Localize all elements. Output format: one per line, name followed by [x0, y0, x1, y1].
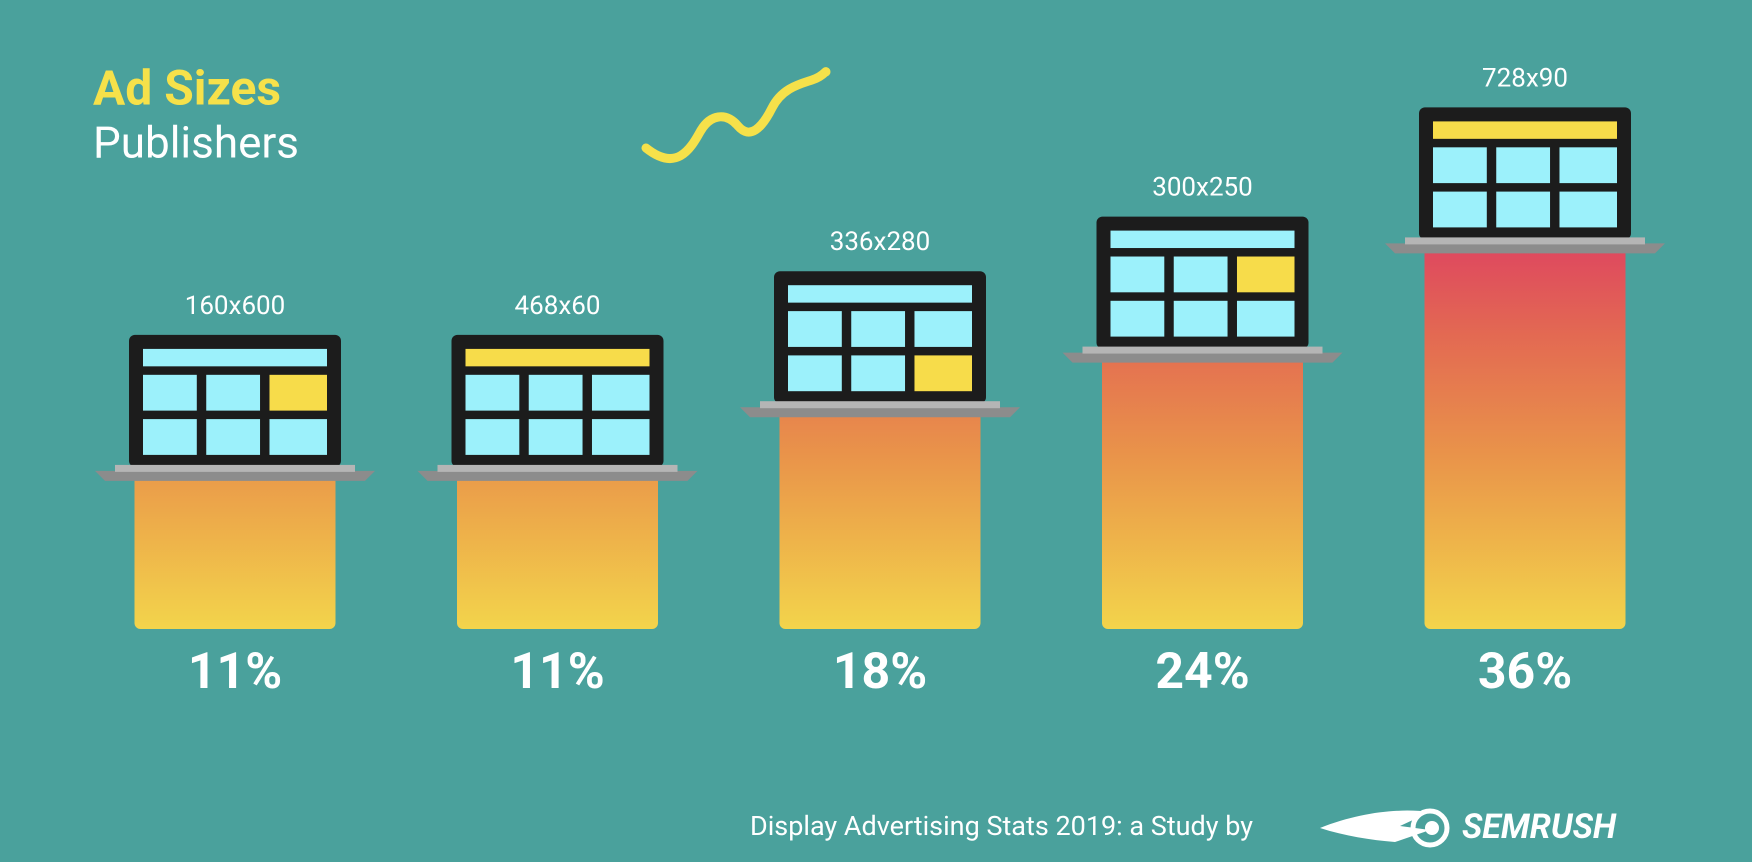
value-label: 18% [833, 643, 927, 701]
footer-text: Display Advertising Stats 2019: a Study … [750, 810, 1253, 842]
category-label: 300x250 [1152, 172, 1253, 202]
screen-panel [851, 311, 906, 347]
screen-panel [269, 374, 327, 411]
logo-circle [1410, 808, 1450, 848]
screen-panel [465, 348, 650, 367]
screen-panel [1496, 191, 1551, 228]
laptop-base [1385, 243, 1665, 254]
logo-flame [1320, 810, 1430, 842]
screen-panel [1496, 147, 1551, 184]
screen-panel [1110, 230, 1295, 249]
screen-panel [851, 355, 906, 392]
screen-panel [143, 374, 197, 411]
category-label: 336x280 [830, 227, 931, 257]
screen-panel [1559, 191, 1617, 228]
screen-panel [143, 348, 327, 367]
screen-panel [143, 419, 197, 455]
brand-logo: SEMRUSH [1320, 807, 1617, 848]
laptop-icon [1062, 216, 1343, 363]
bar [457, 474, 658, 629]
screen-panel [206, 419, 261, 455]
value-label: 11% [188, 643, 282, 701]
screen-panel [1433, 147, 1487, 184]
screen-panel [1559, 147, 1617, 184]
screen-panel [528, 374, 583, 411]
bar [1424, 247, 1626, 629]
laptop-icon [740, 271, 1020, 418]
screen-panel [914, 311, 972, 347]
laptop-deck [760, 401, 1000, 409]
screen-panel [914, 355, 972, 392]
screen-panel [206, 374, 261, 411]
category-label: 468x60 [515, 291, 601, 321]
bar [1102, 356, 1303, 629]
laptop-deck [1082, 346, 1323, 354]
laptop-deck [115, 464, 355, 472]
screen-panel [528, 419, 583, 455]
laptop-base [740, 407, 1020, 418]
value-label: 11% [510, 643, 604, 701]
laptop-base [1062, 352, 1343, 363]
laptop-icon [417, 334, 698, 481]
bar [779, 411, 981, 629]
screen-panel [788, 311, 842, 347]
value-label: 24% [1155, 643, 1249, 701]
laptop-icon [1385, 107, 1665, 254]
category-label: 728x90 [1482, 63, 1568, 93]
screen-panel [465, 374, 520, 411]
laptop-deck [437, 464, 678, 472]
chart-title: Ad Sizes [93, 60, 281, 117]
screen-panel [788, 355, 842, 392]
laptop-base [417, 470, 698, 481]
screen-panel [788, 285, 972, 303]
chart-subtitle: Publishers [93, 117, 299, 169]
laptop-deck [1405, 237, 1645, 245]
screen-panel [591, 419, 650, 455]
screen-panel [1433, 191, 1487, 228]
screen-panel [1110, 300, 1165, 337]
screen-panel [591, 374, 650, 411]
screen-panel [1433, 121, 1617, 139]
screen-panel [1173, 256, 1228, 293]
brand-name: SEMRUSH [1462, 807, 1617, 847]
logo-dot [1425, 821, 1439, 835]
screen-panel [465, 419, 520, 455]
screen-panel [1173, 300, 1228, 337]
screen-panel [1110, 256, 1165, 293]
screen-panel [1236, 256, 1295, 293]
laptop-icon [95, 334, 375, 481]
category-label: 160x600 [185, 291, 286, 321]
value-label: 36% [1478, 643, 1572, 701]
laptop-base [95, 470, 375, 481]
screen-panel [1236, 300, 1295, 337]
screen-panel [269, 419, 327, 455]
squiggle-decoration [641, 67, 831, 164]
bar [134, 474, 336, 629]
